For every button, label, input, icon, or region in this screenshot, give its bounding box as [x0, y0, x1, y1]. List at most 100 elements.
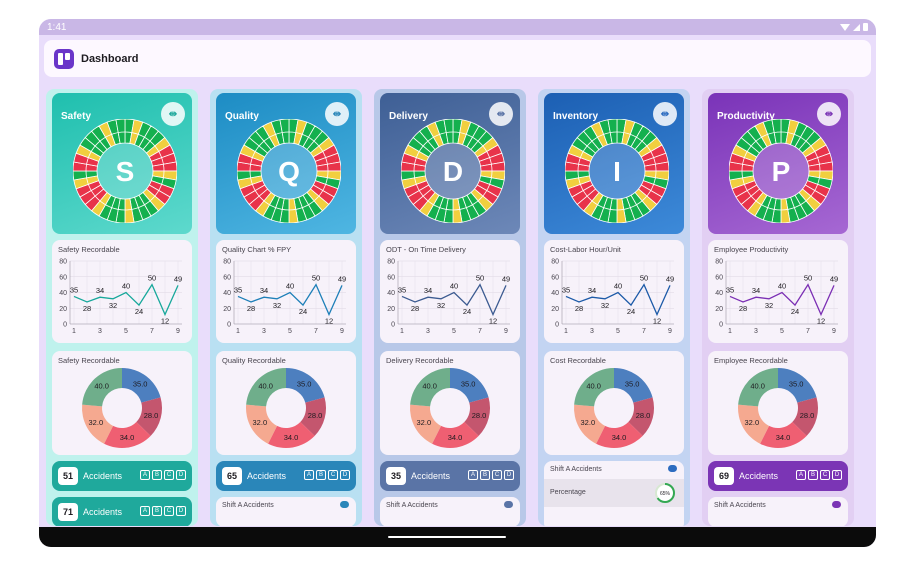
- app-bar: Dashboard: [44, 40, 871, 77]
- donut-chart-card: Employee Recordable 35.0 28.0 34.0 32.0 40.0: [708, 351, 848, 455]
- donut-label: 34.0: [448, 433, 463, 442]
- status-icons: [840, 23, 868, 31]
- shift-letter-c[interactable]: C: [164, 506, 174, 516]
- y-tick-label: 80: [551, 259, 559, 266]
- donut-slice: [596, 421, 643, 448]
- donut-slice: [792, 397, 818, 436]
- accident-count: 71: [58, 503, 78, 521]
- donut-label: 32.0: [581, 418, 596, 427]
- accidents-row[interactable]: 35 Accidents A B C D: [380, 461, 520, 491]
- shift-letter-b[interactable]: B: [480, 470, 490, 480]
- accidents-label: Accidents: [411, 471, 451, 481]
- y-tick-label: 40: [551, 290, 559, 297]
- donut-title: Delivery Recordable: [386, 356, 454, 365]
- compress-icon[interactable]: ⇹: [817, 102, 841, 126]
- percentage-ring: 65%: [655, 483, 675, 503]
- shift-letter-d[interactable]: D: [504, 470, 514, 480]
- shift-letter-c[interactable]: C: [164, 470, 174, 480]
- donut-slice: [300, 397, 326, 436]
- shift-letter-d[interactable]: D: [176, 506, 186, 516]
- data-label: 49: [174, 274, 182, 283]
- y-tick-label: 20: [59, 306, 67, 313]
- shift-letter-c[interactable]: C: [820, 470, 830, 480]
- accidents-row[interactable]: 69 Accidents A B C D: [708, 461, 848, 491]
- donut-slice: [246, 404, 278, 444]
- donut-label: 35.0: [625, 380, 640, 389]
- status-time: 1:41: [47, 21, 67, 33]
- chat-icon[interactable]: [504, 501, 513, 508]
- accident-count: 65: [222, 467, 242, 485]
- shift-letter-d[interactable]: D: [832, 470, 842, 480]
- shift-letter-a[interactable]: A: [140, 470, 150, 480]
- y-tick-label: 0: [227, 322, 231, 329]
- quality-hero-card[interactable]: Quality ⇹ Q: [216, 93, 356, 234]
- wheel-segment: [443, 119, 454, 144]
- productivity-hero-card[interactable]: Productivity ⇹ P: [708, 93, 848, 234]
- wifi-icon: [840, 23, 850, 31]
- data-label: 12: [653, 317, 661, 326]
- data-label: 32: [437, 301, 445, 310]
- series-line: [401, 283, 507, 317]
- shift-letter-b[interactable]: B: [152, 506, 162, 516]
- x-tick-label: 5: [124, 328, 128, 335]
- dashboard-logo-icon: [54, 48, 74, 69]
- accident-count: 35: [386, 467, 406, 485]
- home-handle[interactable]: [388, 536, 506, 538]
- x-tick-label: 9: [668, 328, 672, 335]
- delivery-hero-card[interactable]: Delivery ⇹ D: [380, 93, 520, 234]
- shift-letter-a[interactable]: A: [140, 506, 150, 516]
- wheel-center: [425, 143, 481, 199]
- chat-icon[interactable]: [340, 501, 349, 508]
- y-tick-label: 60: [387, 274, 395, 281]
- accidents-label: Accidents: [247, 471, 287, 481]
- data-label: 28: [411, 304, 419, 313]
- shift-letter-c[interactable]: C: [328, 470, 338, 480]
- safety-hero-card[interactable]: Safety ⇹ S: [52, 93, 192, 234]
- accidents-row[interactable]: 51 Accidents A B C D: [52, 461, 192, 491]
- chart-title: Cost-Labor Hour/Unit: [550, 245, 621, 254]
- shift-letter-a[interactable]: A: [468, 470, 478, 480]
- shift-letter-b[interactable]: B: [152, 470, 162, 480]
- donut-slice: [82, 404, 114, 444]
- hero-title: Safety: [61, 111, 92, 122]
- chat-icon[interactable]: [832, 501, 841, 508]
- data-label: 50: [804, 274, 812, 283]
- compress-icon[interactable]: ⇹: [653, 102, 677, 126]
- data-label: 40: [122, 282, 130, 291]
- chat-icon[interactable]: [668, 465, 677, 472]
- donut-title: Employee Recordable: [714, 356, 788, 365]
- x-tick-label: 5: [780, 328, 784, 335]
- compress-icon[interactable]: ⇹: [325, 102, 349, 126]
- accident-count: 69: [714, 467, 734, 485]
- donut-label: 32.0: [745, 418, 760, 427]
- data-label: 50: [476, 274, 484, 283]
- donut-slice: [432, 421, 479, 448]
- shift-letter-d[interactable]: D: [176, 470, 186, 480]
- compress-icon[interactable]: ⇹: [161, 102, 185, 126]
- donut-slice: [628, 397, 654, 436]
- data-label: 28: [739, 304, 747, 313]
- compress-icon[interactable]: ⇹: [489, 102, 513, 126]
- inventory-hero-card[interactable]: Inventory ⇹ I: [544, 93, 684, 234]
- line-chart-card: ODT - On Time Delivery 0 20 40 60 80 1 3 5 7 9 35 28…: [380, 240, 520, 343]
- shift-letter-a[interactable]: A: [796, 470, 806, 480]
- data-label: 28: [247, 304, 255, 313]
- shift-letter-d[interactable]: D: [340, 470, 350, 480]
- shift-letter-a[interactable]: A: [304, 470, 314, 480]
- y-tick-label: 80: [59, 259, 67, 266]
- shift-letter-c[interactable]: C: [492, 470, 502, 480]
- data-label: 28: [575, 304, 583, 313]
- x-tick-label: 7: [642, 328, 646, 335]
- data-label: 40: [286, 282, 294, 291]
- shift-letter-b[interactable]: B: [808, 470, 818, 480]
- accidents-row[interactable]: 71 Accidents A B C D: [52, 497, 192, 526]
- shift-letter-b[interactable]: B: [316, 470, 326, 480]
- accidents-row[interactable]: 65 Accidents A B C D: [216, 461, 356, 491]
- series-line: [237, 283, 343, 317]
- data-label: 24: [791, 307, 799, 316]
